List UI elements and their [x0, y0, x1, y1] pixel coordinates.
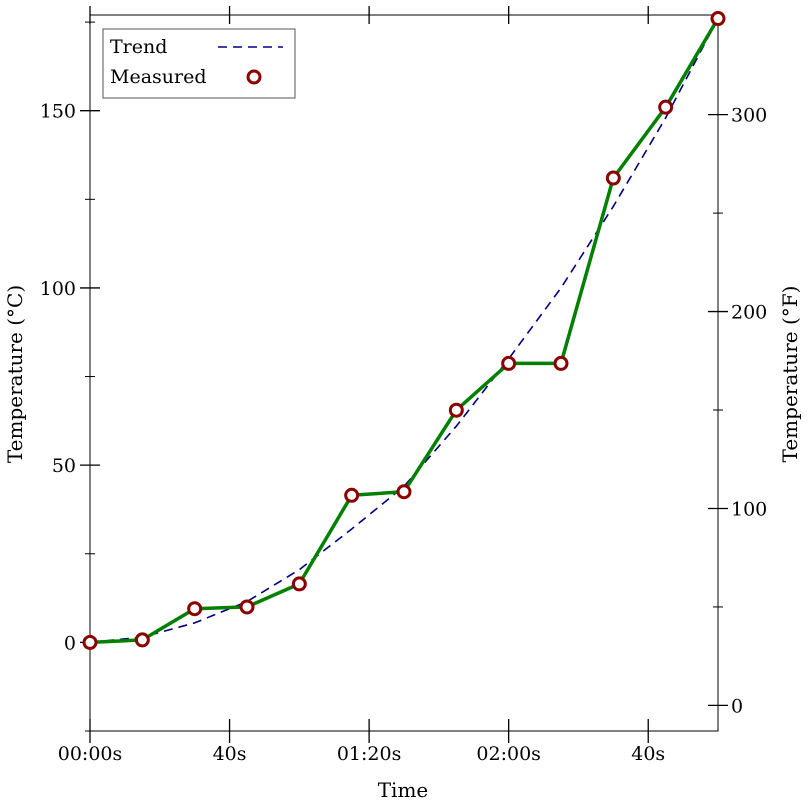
measured-point [82, 634, 98, 650]
legend: Trend Measured [102, 28, 296, 99]
measured-line [89, 17, 720, 645]
measured-point [187, 601, 203, 617]
x-tick-label: 00:00s [58, 743, 123, 765]
y2-tick-label: 200 [731, 302, 767, 324]
legend-box [102, 28, 296, 99]
measured-point [710, 11, 726, 27]
legend-label: Trend [110, 36, 167, 58]
y2-tick-label: 0 [731, 695, 743, 717]
measured-point [134, 632, 150, 648]
trend-line [89, 18, 719, 644]
legend-swatch-measured [246, 69, 262, 85]
measured-point [448, 402, 464, 418]
x-tick-label: 40s [631, 743, 665, 765]
x-tick-label: 01:20s [337, 743, 402, 765]
x-tick-label: 40s [213, 743, 247, 765]
y-tick-label: 100 [40, 278, 76, 300]
measured-point [658, 99, 674, 115]
y-axis-label-right: Temperature (°F) [778, 286, 802, 463]
y-axis-label-left: Temperature (°C) [3, 285, 27, 463]
y2-tick-label: 300 [731, 105, 767, 127]
measured-point [396, 484, 412, 500]
y-tick-label: 150 [40, 101, 76, 123]
y-tick-label: 50 [52, 455, 76, 477]
x-axis-label: Time [378, 778, 429, 802]
series-layer [82, 11, 726, 650]
y2-tick-label: 100 [731, 498, 767, 520]
measured-point [291, 576, 307, 592]
legend-label: Measured [110, 66, 207, 88]
measured-point [605, 170, 621, 186]
plot-frame [89, 14, 719, 732]
x-tick-label: 02:00s [476, 743, 541, 765]
y-tick-label: 0 [64, 632, 76, 654]
measured-point [553, 355, 569, 371]
measured-point [344, 487, 360, 503]
axes: 00:00s 40s 01:20s 02:00s 40s 0 50 100 150 0 100 200… [40, 6, 767, 765]
measured-point [501, 355, 517, 371]
measured-point [239, 599, 255, 615]
